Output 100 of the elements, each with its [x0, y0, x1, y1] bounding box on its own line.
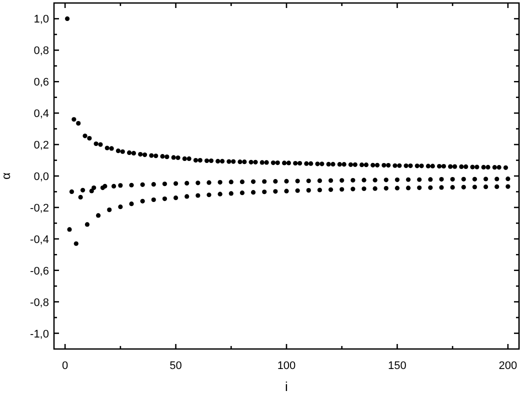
point	[406, 186, 411, 190]
point	[89, 188, 94, 194]
point	[111, 184, 116, 189]
point	[240, 190, 245, 196]
y-tick-label: 0,4	[34, 108, 49, 120]
point	[196, 193, 200, 198]
point	[206, 180, 212, 185]
point	[350, 186, 356, 192]
point	[228, 180, 234, 184]
y-tick-label: 1,0	[34, 14, 49, 26]
x-tick-label: 50	[170, 360, 182, 372]
y-tick-label: -0,4	[30, 234, 49, 246]
point	[362, 186, 366, 192]
point	[162, 196, 168, 202]
point	[384, 178, 388, 182]
point	[284, 178, 289, 184]
point	[328, 178, 334, 183]
point	[129, 202, 134, 206]
point	[118, 183, 123, 188]
point	[461, 176, 466, 182]
y-tick-label: -0,8	[30, 296, 49, 309]
point	[129, 182, 134, 188]
x-tick-label: 150	[388, 360, 406, 372]
point	[69, 189, 74, 194]
point	[417, 185, 422, 190]
point	[140, 198, 145, 204]
point	[102, 184, 108, 189]
point	[372, 178, 378, 182]
point	[450, 177, 455, 182]
point	[262, 190, 267, 194]
point	[96, 213, 101, 218]
point	[162, 182, 168, 186]
x-tick-label: 100	[277, 360, 296, 372]
point	[394, 177, 400, 182]
point	[118, 204, 123, 210]
point	[340, 187, 344, 192]
y-tick-label: 0,2	[34, 140, 49, 152]
point	[340, 178, 344, 183]
y-tick-label: 0,0	[34, 171, 49, 183]
point	[461, 184, 466, 190]
point	[306, 188, 311, 193]
point	[295, 188, 300, 193]
point	[107, 208, 112, 212]
point	[439, 185, 444, 190]
point	[450, 185, 455, 190]
point	[173, 196, 178, 200]
point	[372, 186, 378, 191]
point	[439, 177, 444, 182]
point	[151, 197, 156, 202]
point	[295, 178, 300, 184]
point	[80, 188, 86, 192]
point	[196, 180, 200, 186]
point	[151, 182, 156, 187]
point	[306, 178, 311, 184]
point	[428, 177, 433, 182]
point	[250, 190, 256, 195]
point	[206, 192, 212, 198]
point	[218, 180, 222, 185]
y-tick-label: -0,6	[30, 265, 49, 278]
point	[228, 191, 234, 196]
point	[494, 176, 500, 182]
y-tick-label: 0,6	[34, 76, 49, 89]
y-tick-label: 0,8	[34, 45, 49, 58]
point	[417, 177, 422, 182]
y-axis-title: α	[0, 172, 13, 180]
point	[328, 187, 334, 192]
x-tick-label: 0	[62, 360, 68, 372]
point	[140, 182, 145, 187]
point	[317, 178, 322, 184]
point	[284, 188, 289, 194]
x-tick-label: 200	[498, 360, 518, 372]
y-tick-label: -1,0	[30, 328, 49, 340]
point	[506, 184, 510, 189]
point	[84, 222, 90, 227]
point	[472, 184, 478, 190]
y-tick-label: -0,2	[30, 202, 49, 214]
point	[317, 188, 322, 192]
point	[184, 180, 190, 186]
point	[262, 179, 267, 184]
point	[472, 176, 478, 182]
point	[67, 227, 72, 232]
point	[74, 241, 78, 246]
point	[483, 176, 488, 182]
point	[250, 179, 256, 184]
point	[506, 176, 510, 182]
point	[273, 189, 278, 194]
point	[394, 186, 400, 190]
x-axis-title: i	[285, 379, 288, 394]
point	[350, 178, 356, 183]
point	[483, 184, 488, 190]
point	[92, 185, 96, 190]
point	[362, 178, 366, 182]
point	[406, 177, 411, 182]
point	[218, 192, 222, 196]
point	[384, 186, 388, 191]
point	[78, 194, 83, 200]
point	[273, 179, 278, 184]
point	[173, 181, 178, 186]
point	[494, 184, 500, 189]
point	[184, 194, 190, 199]
